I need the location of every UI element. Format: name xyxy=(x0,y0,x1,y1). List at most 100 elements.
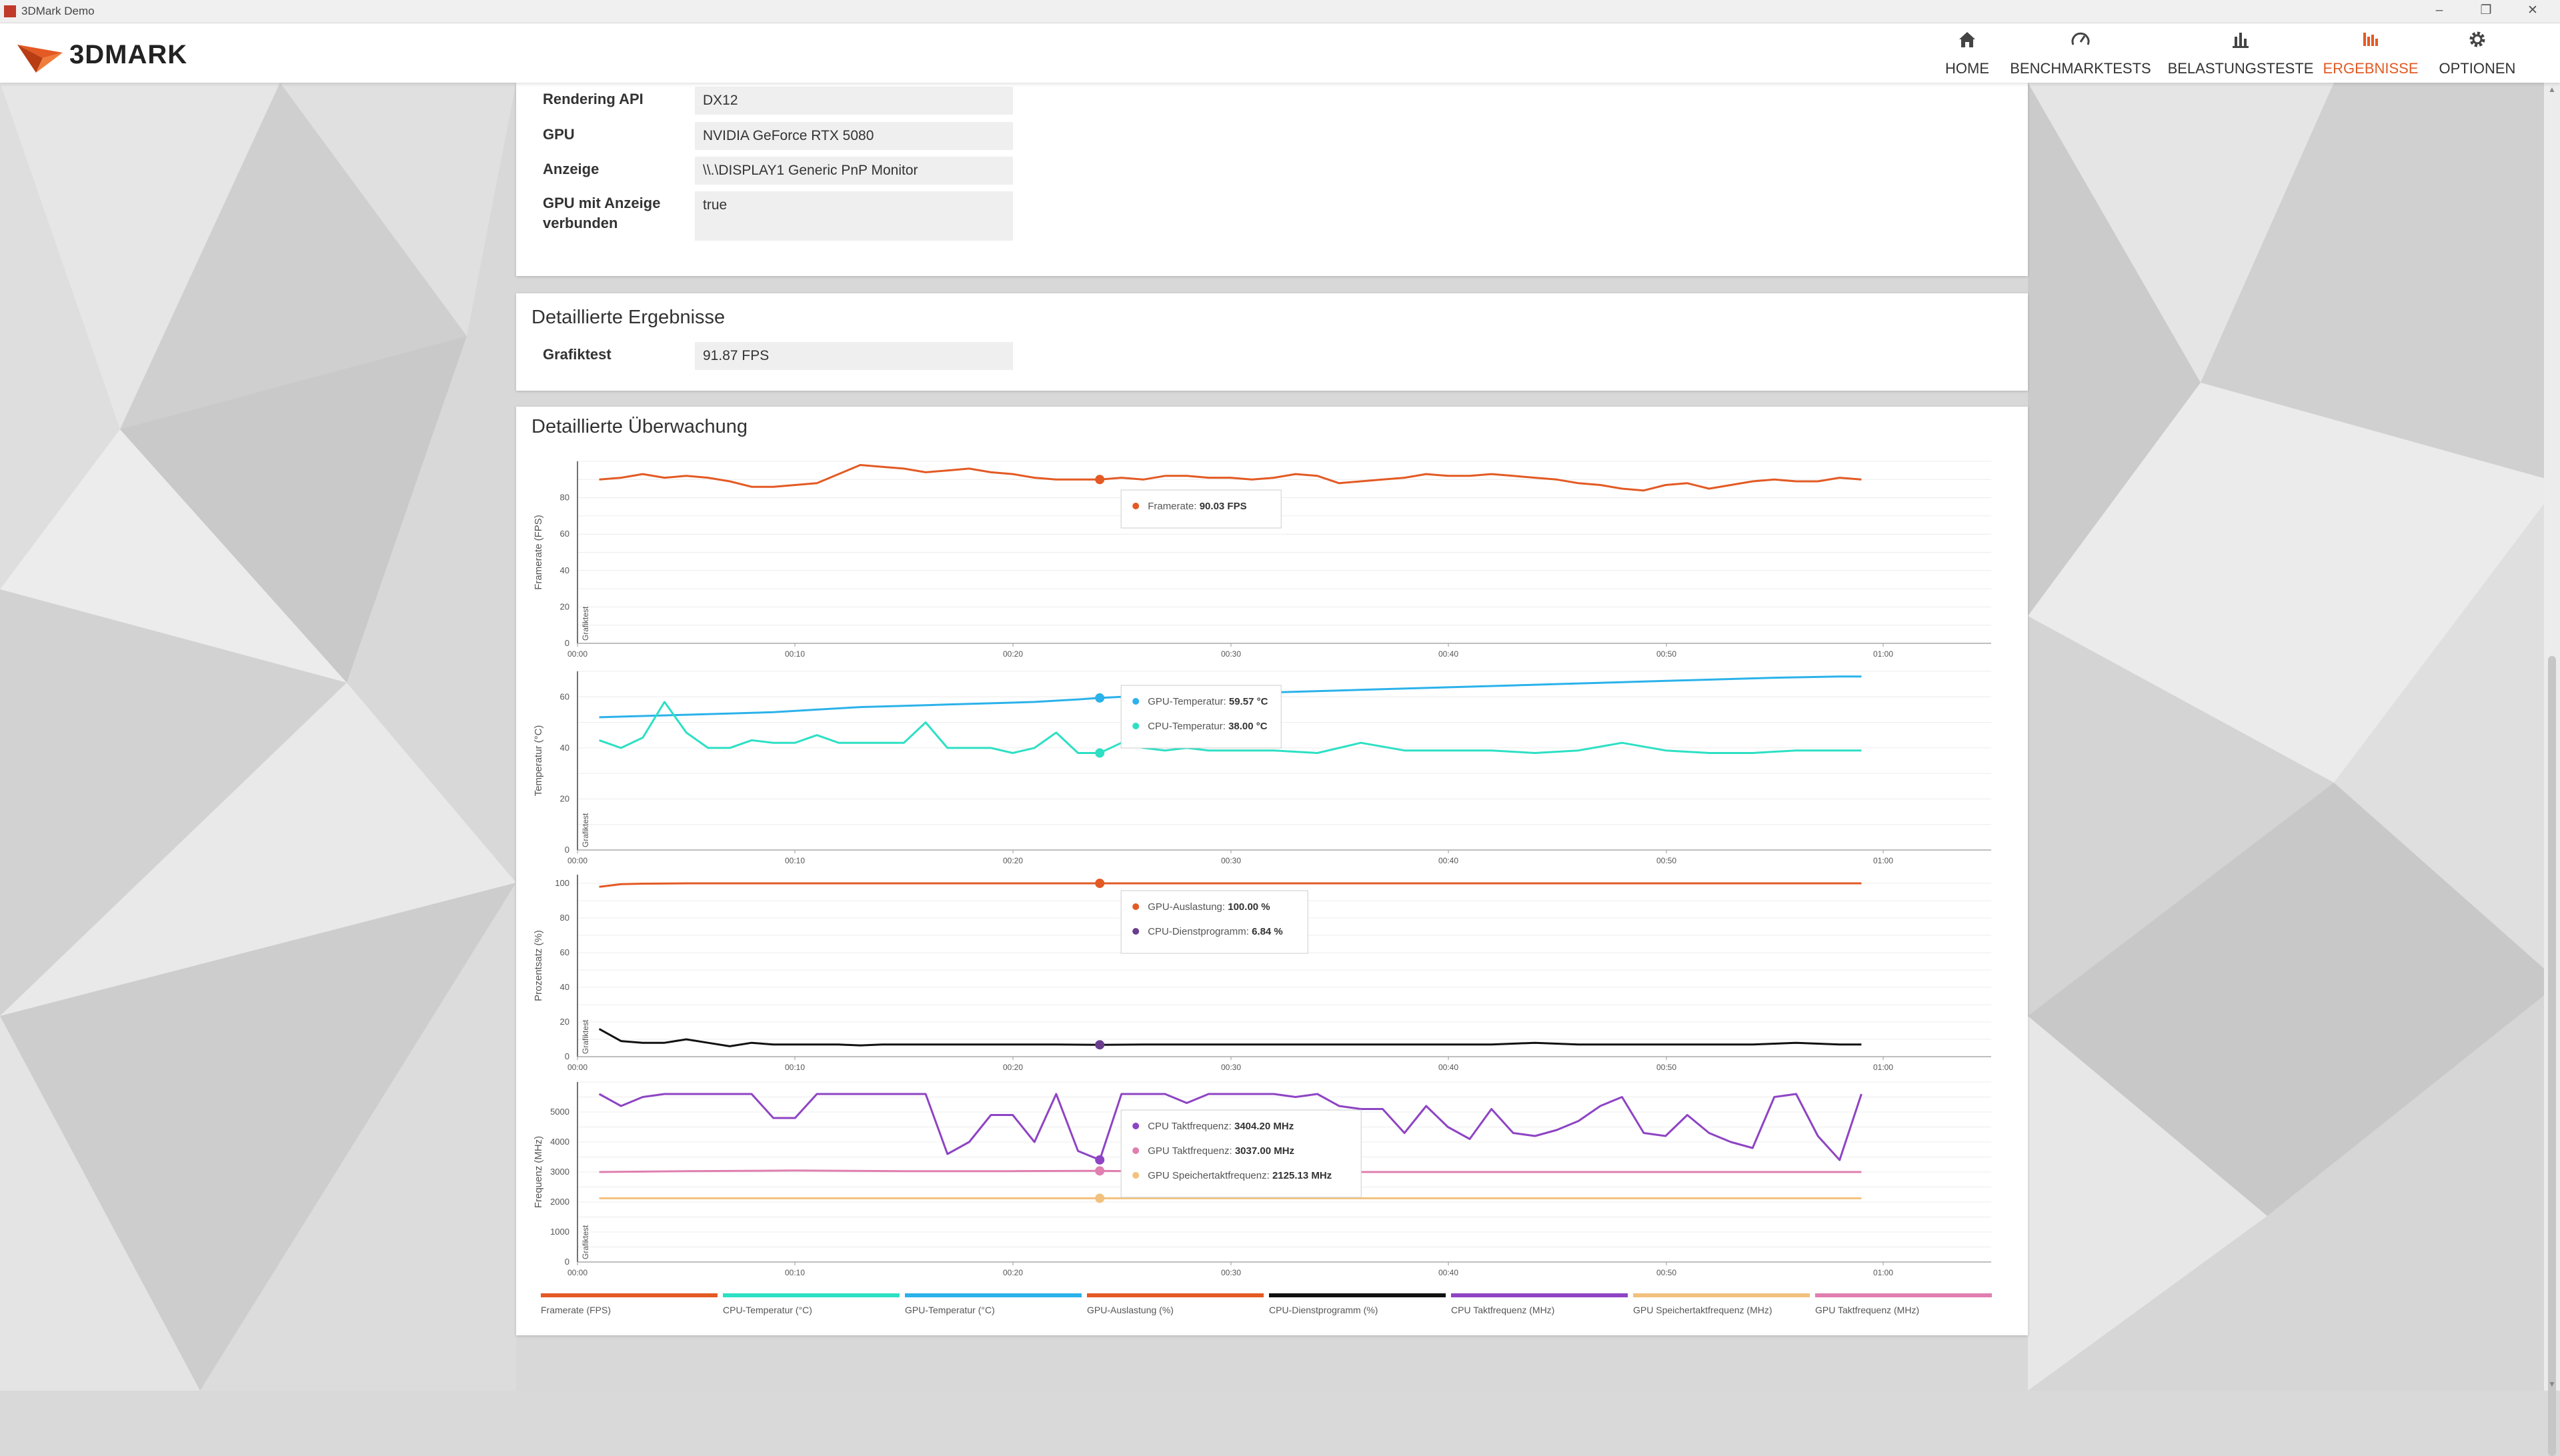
info-label-anzeige: Anzeige xyxy=(543,161,599,177)
legend-label: CPU-Dienstprogramm (%) xyxy=(1269,1305,1378,1315)
logo-mark-icon xyxy=(17,45,63,73)
nav-belastungsteste-label: BELASTUNGSTESTE xyxy=(2167,60,2314,77)
series-line xyxy=(598,1093,1862,1161)
info-label-rendering-api: Rendering API xyxy=(543,91,644,107)
x-tick-label: 01:00 xyxy=(1873,1063,1893,1072)
y-tick-label: 40 xyxy=(560,743,569,753)
tooltip-value: 90.03 FPS xyxy=(1200,501,1247,512)
tooltip-box xyxy=(1120,489,1282,529)
section-label: Grafiktest xyxy=(581,813,590,847)
y-tick-label: 80 xyxy=(560,913,569,923)
nav-ergebnisse[interactable]: ERGEBNISSE xyxy=(2321,23,2421,83)
x-tick-label: 00:20 xyxy=(1003,856,1023,865)
nav-optionen[interactable]: OPTIONEN xyxy=(2431,23,2524,83)
tooltip-marker xyxy=(1095,1155,1105,1165)
scroll-down-icon[interactable]: ▼ xyxy=(2548,1379,2556,1389)
y-tick-label: 80 xyxy=(560,493,569,503)
chart-3: GPU-Auslastung: 100.00 % CPU-Dienstprogra… xyxy=(577,875,1991,1060)
chart-4: CPU Taktfrequenz: 3404.20 MHz GPU Taktfre… xyxy=(577,1081,1991,1265)
nav-home[interactable]: HOME xyxy=(1931,23,2004,83)
y-tick-label: 60 xyxy=(560,947,569,957)
nav-optionen-label: OPTIONEN xyxy=(2439,60,2516,77)
x-tick-label: 00:20 xyxy=(1003,1063,1023,1072)
y-tick-label: 100 xyxy=(555,878,569,888)
monitoring-panel: Detaillierte Überwachung Framerate: 90.0… xyxy=(516,407,2028,1335)
brand-logo[interactable]: 3DMARK xyxy=(16,33,229,74)
y-tick-label: 60 xyxy=(560,691,569,701)
tooltip-value: 59.57 °C xyxy=(1229,696,1268,707)
nav-home-label: HOME xyxy=(1945,60,1989,77)
tooltip-dot xyxy=(1132,503,1140,509)
legend-swatch xyxy=(1269,1293,1446,1297)
nav-ergebnisse-label: ERGEBNISSE xyxy=(2323,60,2419,77)
legend-label: CPU-Temperatur (°C) xyxy=(723,1305,812,1315)
y-tick-label: 5000 xyxy=(550,1107,569,1117)
tooltip-entry: GPU Taktfrequenz: 3037.00 MHz xyxy=(1148,1145,1294,1157)
tooltip-value: 6.84 % xyxy=(1252,926,1283,937)
restore-icon[interactable]: ❐ xyxy=(2480,3,2492,17)
legend-swatch xyxy=(723,1293,900,1297)
tooltip-dot xyxy=(1132,698,1140,705)
gear-icon xyxy=(2469,31,2485,47)
window-title: 3DMark Demo xyxy=(21,5,95,17)
nav-benchmarktests[interactable]: BENCHMARKTESTS xyxy=(2007,23,2154,83)
series-line xyxy=(598,1028,1862,1047)
tooltip-marker xyxy=(1095,475,1105,485)
tooltip-marker xyxy=(1095,879,1105,888)
y-tick-label: 1000 xyxy=(550,1227,569,1237)
x-tick-label: 00:00 xyxy=(567,649,587,659)
tooltip-entry: CPU-Temperatur: 38.00 °C xyxy=(1148,721,1268,732)
minimize-icon[interactable]: – xyxy=(2435,3,2443,17)
legend-swatch xyxy=(1815,1293,1992,1297)
tooltip-value: 3404.20 MHz xyxy=(1234,1121,1294,1132)
info-value-gpu: NVIDIA GeForce RTX 5080 xyxy=(695,122,1013,150)
y-tick-label: 40 xyxy=(560,565,569,575)
y-tick-label: 20 xyxy=(560,1017,569,1027)
legend-label: Framerate (FPS) xyxy=(541,1305,611,1315)
legend-label: GPU-Auslastung (%) xyxy=(1087,1305,1174,1315)
y-tick-label: 0 xyxy=(565,845,569,855)
tooltip-dot xyxy=(1132,1172,1140,1179)
x-tick-label: 00:20 xyxy=(1003,1268,1023,1277)
detailed-results-panel: Detaillierte Ergebnisse Grafiktest 91.87… xyxy=(516,293,2028,391)
tooltip-value: 2125.13 MHz xyxy=(1272,1170,1332,1181)
y-tick-label: 0 xyxy=(565,1051,569,1061)
home-icon xyxy=(1959,32,1975,47)
gauge-icon xyxy=(2071,32,2090,45)
scroll-up-icon[interactable]: ▲ xyxy=(2548,85,2556,94)
tooltip-box xyxy=(1120,1109,1362,1198)
tooltip-marker xyxy=(1095,1040,1105,1050)
legend-swatch xyxy=(1633,1293,1810,1297)
x-tick-label: 01:00 xyxy=(1873,856,1893,865)
close-icon[interactable]: ✕ xyxy=(2527,3,2538,17)
tooltip-marker xyxy=(1095,748,1105,758)
scrollbar-thumb[interactable] xyxy=(2548,656,2556,1456)
tooltip-value: 3037.00 MHz xyxy=(1235,1145,1294,1157)
x-tick-label: 00:00 xyxy=(567,856,587,865)
series-line xyxy=(599,464,1862,492)
legend-swatch xyxy=(541,1293,718,1297)
series-line xyxy=(599,882,1862,888)
info-value-gpu-mit-anzeige: true xyxy=(695,191,1013,241)
y-tick-label: 0 xyxy=(565,638,569,648)
nav-belastungsteste[interactable]: BELASTUNGSTESTE xyxy=(2164,23,2317,83)
tooltip-marker xyxy=(1095,1193,1105,1203)
x-tick-label: 00:10 xyxy=(785,856,805,865)
scrollbar[interactable]: ▲ ▼ xyxy=(2544,83,2560,1456)
results-bars-icon xyxy=(2363,33,2378,46)
x-tick-label: 00:40 xyxy=(1438,1268,1458,1277)
brand-name: 3DMARK xyxy=(69,40,188,69)
tooltip-entry: CPU-Dienstprogramm: 6.84 % xyxy=(1148,926,1283,937)
system-info-panel: Rendering API DX12 GPU NVIDIA GeForce RT… xyxy=(516,83,2028,276)
x-tick-label: 00:50 xyxy=(1656,856,1676,865)
tooltip-dot xyxy=(1132,928,1140,935)
tooltip-entry: GPU Speichertaktfrequenz: 2125.13 MHz xyxy=(1148,1170,1332,1181)
tooltip-dot xyxy=(1132,903,1140,910)
series-line xyxy=(599,701,1862,754)
x-tick-label: 00:40 xyxy=(1438,856,1458,865)
legend-label: GPU-Temperatur (°C) xyxy=(905,1305,995,1315)
tooltip-value: 38.00 °C xyxy=(1228,721,1268,732)
series-line xyxy=(599,1169,1862,1173)
info-value-rendering-api: DX12 xyxy=(695,87,1013,115)
y-tick-label: 40 xyxy=(560,982,569,992)
